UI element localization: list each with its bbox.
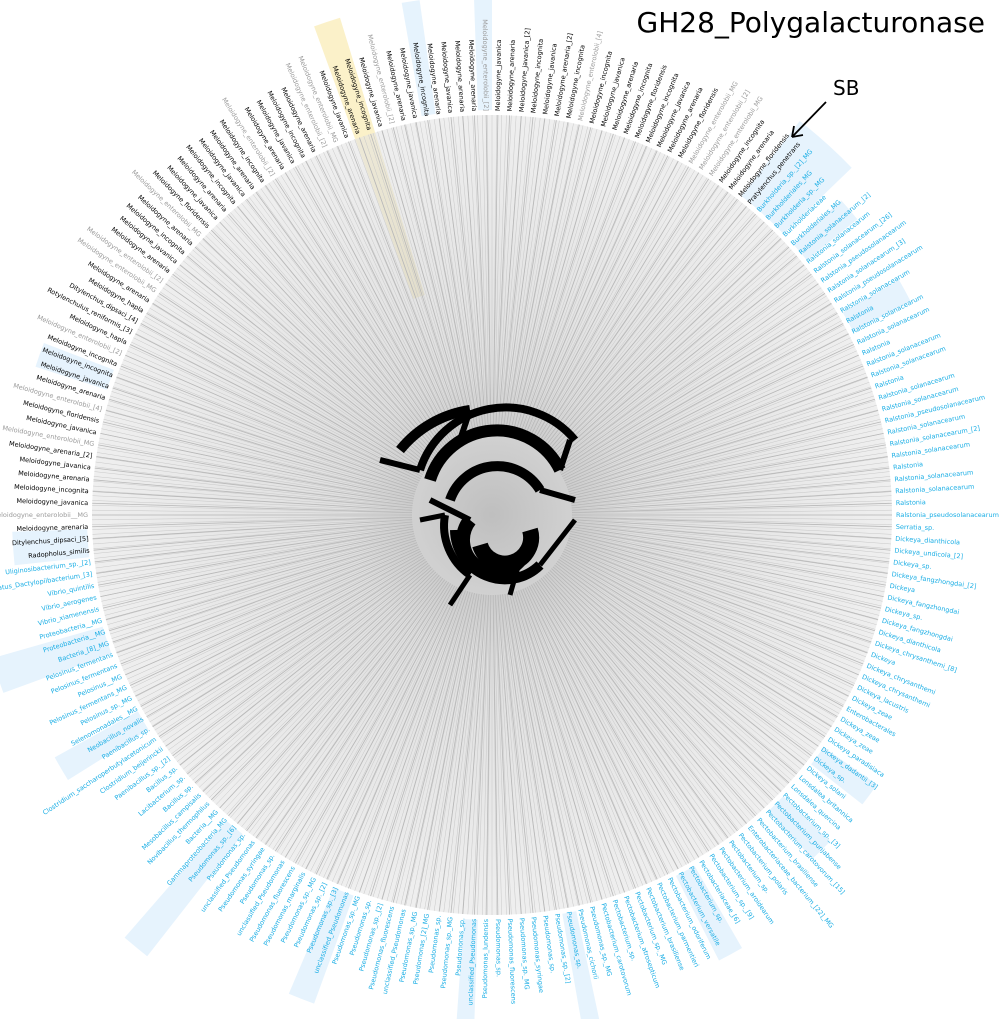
leaf-label: Dickeya_undicola_[2]	[894, 547, 963, 561]
title: GH28_Polygalacturonase	[637, 6, 985, 39]
leaf-label: Ralstonia_pseudosolanacearum	[896, 511, 999, 519]
leaf-label: Ralstonia	[893, 460, 924, 471]
page: Ralstonia_pseudosolanacearumRalstoniaRal…	[0, 0, 1008, 1019]
leaf-label: Meloidogyne_arenaria	[506, 40, 517, 112]
leaf-label: Meloidogyne_arenaria	[18, 469, 90, 483]
leaf-label: Pseudomonas_sp._MG	[439, 916, 454, 988]
leaf-label: Meloidogyne_arenaria	[453, 40, 466, 112]
leaf-label: Pseudomonas_sp.	[494, 919, 503, 977]
leaf-label: Meloidogyne_javanica	[16, 497, 88, 507]
leaf-label: Ralstonia_solanacearum	[894, 469, 974, 484]
leaf-label: Dickeya_dianthicola	[895, 535, 960, 547]
leaf-label: Meloidogyne_enterolobii_[2]	[481, 19, 490, 111]
leaf-label: Ralstonia_solanacearum	[895, 483, 975, 496]
leaf-label: Pseudomonas_lundensis	[481, 918, 490, 998]
leaf-label: Dickeya_sp.	[893, 558, 932, 570]
leaf-label: Meloidogyne_enterolobii__MG	[0, 511, 88, 519]
leaf-label: Meloidogyne_incognita	[14, 483, 89, 495]
leaf-label: Pseudomonas_fluorescens	[506, 918, 518, 1005]
leaf-label: Ralstonia	[896, 498, 926, 507]
leaf-label: Pseudomonas_sp._MG	[518, 918, 531, 990]
leaf-label: Dickeya	[889, 582, 916, 594]
leaf-label: Pseudomonas_sp.	[541, 915, 557, 974]
leaf-label: Pseudomonas_sp.	[427, 915, 443, 974]
tree-figure: Ralstonia_pseudosolanacearumRalstoniaRal…	[0, 0, 1008, 1019]
leaf-label: Serratia_sp.	[896, 523, 935, 532]
leaf-label: Meloidogyne_javanica	[494, 39, 503, 111]
annotation: SB	[833, 76, 859, 100]
leaf-label: Meloidogyne_javanica_[2]	[518, 28, 532, 113]
